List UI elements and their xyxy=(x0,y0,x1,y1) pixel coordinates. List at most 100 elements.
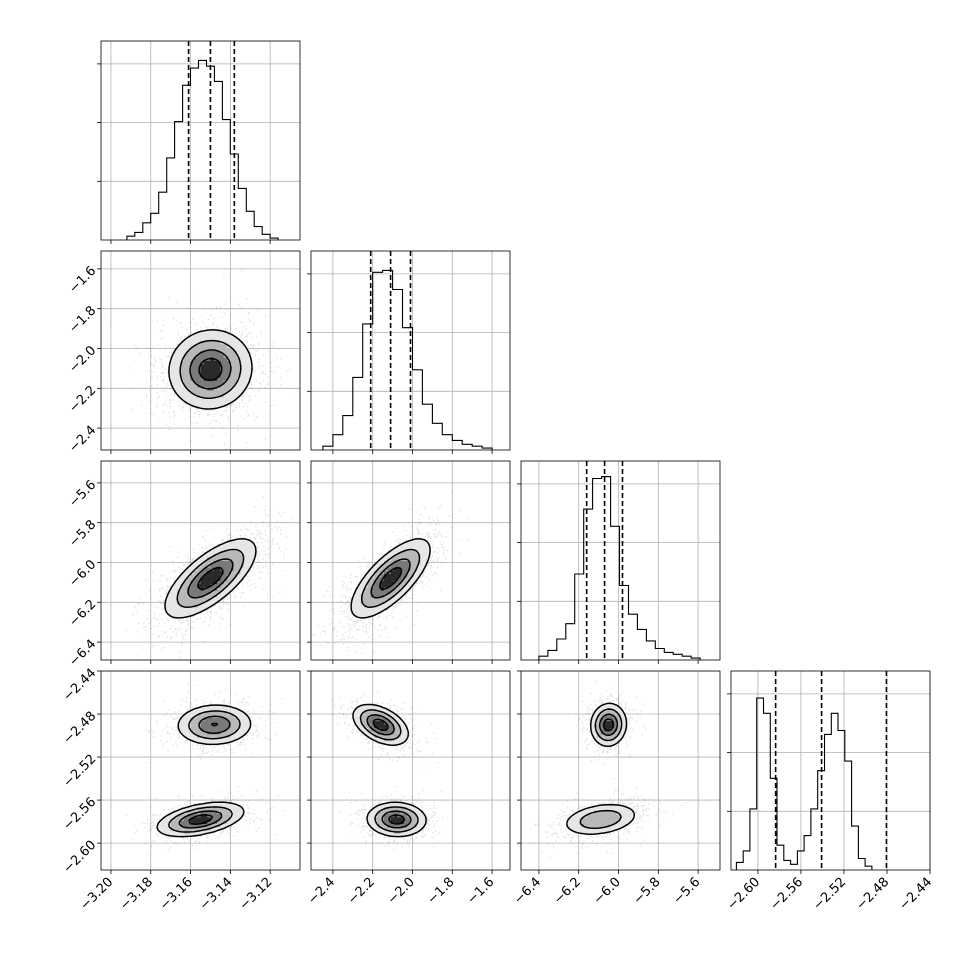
density-cell xyxy=(610,740,615,745)
density-cell xyxy=(250,553,254,558)
density-cell xyxy=(370,717,375,722)
density-cell xyxy=(407,553,411,558)
density-cell xyxy=(243,383,248,388)
y-tick-label: −1.8 xyxy=(66,303,99,336)
density-cell xyxy=(193,580,198,585)
density-cell xyxy=(377,720,382,725)
density-cell xyxy=(236,393,241,398)
density-cell xyxy=(197,707,201,712)
density-cell xyxy=(197,727,201,732)
density-cell xyxy=(187,610,191,614)
density-cell xyxy=(180,347,185,351)
density-cell xyxy=(217,580,221,585)
density-cell xyxy=(600,710,605,715)
density-cell xyxy=(243,360,248,365)
density-cell xyxy=(190,373,195,378)
density-cell xyxy=(364,600,368,605)
density-cell xyxy=(380,810,385,815)
density-cell xyxy=(377,590,382,595)
density-cell xyxy=(203,333,208,338)
density-cell xyxy=(193,813,198,818)
density-cell xyxy=(210,403,215,408)
density-cell xyxy=(374,610,378,614)
density-cell xyxy=(210,593,215,598)
density-cell xyxy=(597,740,601,745)
density-cell xyxy=(180,580,185,585)
density-cell xyxy=(207,373,211,378)
density-cell xyxy=(410,823,415,828)
density-cell xyxy=(210,557,215,561)
density-cell xyxy=(390,714,395,718)
density-cell xyxy=(397,580,401,585)
density-cell xyxy=(213,573,218,578)
density-cell xyxy=(354,710,358,715)
density-cell xyxy=(217,553,221,558)
density-cell xyxy=(193,360,198,365)
density-cell xyxy=(193,570,198,575)
density-cell xyxy=(377,737,382,742)
density-cell xyxy=(197,393,201,398)
density-cell xyxy=(183,613,188,618)
density-cell xyxy=(420,543,425,548)
density-cell xyxy=(357,603,362,608)
density-cell xyxy=(233,390,238,395)
density-cell xyxy=(236,367,241,371)
density-cell xyxy=(246,373,251,378)
density-cell xyxy=(223,803,228,808)
density-cell xyxy=(236,543,241,548)
density-cell xyxy=(574,823,578,828)
density-cell xyxy=(420,560,425,565)
density-cell xyxy=(403,570,408,575)
density-cell xyxy=(354,596,358,601)
density-cell xyxy=(173,820,178,824)
density-cell xyxy=(603,710,608,715)
density-cell xyxy=(180,577,185,581)
density-cell xyxy=(190,606,195,611)
density-cell xyxy=(197,560,201,565)
density-cell xyxy=(200,563,205,568)
density-cell xyxy=(180,573,185,578)
density-cell xyxy=(227,377,231,381)
density-cell xyxy=(623,820,628,824)
density-cell xyxy=(403,580,408,585)
density-cell xyxy=(360,580,365,585)
density-cell xyxy=(397,593,401,598)
density-cell xyxy=(197,826,201,831)
density-cell xyxy=(387,740,391,745)
density-cell xyxy=(220,360,225,365)
density-cell xyxy=(223,343,228,348)
density-cell xyxy=(620,717,625,722)
density-cell xyxy=(243,347,248,351)
density-cell xyxy=(610,717,615,722)
density-cell xyxy=(207,717,211,722)
density-cell xyxy=(173,370,178,375)
contour-level-0 xyxy=(156,704,252,838)
density-cell xyxy=(413,826,418,831)
contour-level-1 xyxy=(361,548,421,609)
density-cell xyxy=(223,383,228,388)
density-cell xyxy=(240,347,245,351)
density-cell xyxy=(413,550,418,555)
density-cell xyxy=(180,823,185,828)
density-cell xyxy=(173,587,178,591)
contour-level-2 xyxy=(187,558,234,599)
contour-level-3 xyxy=(372,718,406,825)
density-cell xyxy=(600,823,605,828)
density-cell xyxy=(383,803,388,808)
density-cell xyxy=(183,833,188,838)
density-cell xyxy=(227,730,231,735)
density-cell xyxy=(230,734,235,738)
density-cell xyxy=(423,553,428,558)
density-cell xyxy=(610,724,615,728)
contour-level-1 xyxy=(579,708,623,830)
density-cell xyxy=(197,396,201,401)
density-cell xyxy=(250,550,254,555)
density-cell xyxy=(360,720,365,725)
density-cell xyxy=(597,730,601,735)
density-cell xyxy=(213,353,218,358)
density-cell xyxy=(210,823,215,828)
density-cell xyxy=(383,580,388,585)
density-cell xyxy=(197,357,201,361)
density-cell xyxy=(403,563,408,568)
density-cell xyxy=(217,724,221,728)
